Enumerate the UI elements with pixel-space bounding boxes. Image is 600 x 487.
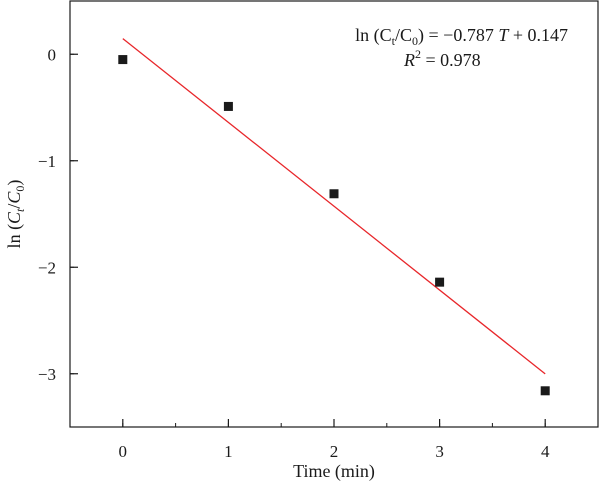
x-axis-label: Time (min) <box>293 461 375 482</box>
y-tick-label: −1 <box>38 152 56 171</box>
x-tick-label: 1 <box>224 442 233 461</box>
data-points <box>118 55 550 396</box>
x-axis-ticks: 0 1 2 3 4 <box>69 419 599 461</box>
y-tick-label: −2 <box>38 258 56 277</box>
fit-line-group <box>122 38 546 375</box>
data-point <box>118 55 128 65</box>
y-axis-ticks: 0 −1 −2 −3 <box>38 45 78 384</box>
data-point <box>223 101 233 111</box>
x-tick-label: 0 <box>119 442 128 461</box>
x-tick-label: 2 <box>330 442 339 461</box>
y-axis-label: ln (Ct/C0) <box>4 180 27 249</box>
fit-line <box>122 38 546 375</box>
fit-equation: ln (Ct/C0) = −0.787 T + 0.147 <box>355 25 568 48</box>
data-point <box>540 386 550 396</box>
data-point <box>435 277 445 287</box>
x-tick-label: 3 <box>435 442 444 461</box>
y-tick-label: −3 <box>38 365 56 384</box>
x-tick-label: 4 <box>541 442 550 461</box>
y-tick-label: 0 <box>48 45 57 64</box>
r-squared: R2 = 0.978 <box>403 47 481 70</box>
data-point <box>329 189 339 199</box>
plot-area <box>69 0 599 428</box>
